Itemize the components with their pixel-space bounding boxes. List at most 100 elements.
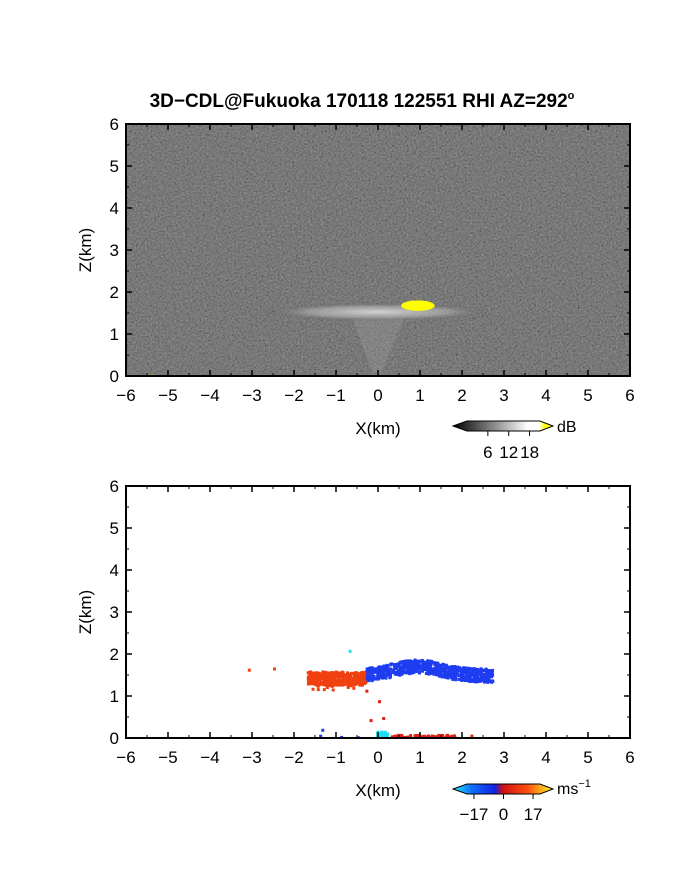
velocity-point-approaching	[455, 665, 459, 669]
velocity-point-approaching	[449, 676, 453, 680]
x-tick-label: 5	[583, 386, 592, 405]
axes: −6 −5 −4 −3 −2 −1 0 1 2 3 4 5 6 0 1 2 3 4 5 6	[110, 115, 635, 405]
velocity-point-approaching	[401, 670, 405, 674]
velocity-point-approaching	[367, 666, 371, 670]
velocity-point-receding	[322, 677, 326, 681]
velocity-point-approaching	[411, 663, 415, 667]
velocity-point-approaching	[366, 670, 370, 674]
velocity-point-receding	[348, 679, 352, 683]
x-tick-label: −4	[200, 748, 219, 767]
velocity-point-approaching	[410, 671, 414, 675]
velocity-point-receding	[313, 676, 317, 680]
velocity-point-approaching	[421, 661, 425, 665]
velocity-point-approaching	[433, 661, 437, 665]
velocity-point-approaching	[463, 668, 467, 672]
velocity-point-receding	[333, 672, 337, 676]
velocity-point-approaching	[402, 666, 406, 670]
velocity-colorbar: −17 0 17 ms−1	[451, 778, 591, 824]
y-tick-label: 6	[110, 477, 119, 496]
velocity-point-receding	[323, 674, 327, 678]
echo-layer	[260, 302, 496, 322]
velocity-point-approaching	[417, 663, 421, 667]
velocity-point-approaching	[491, 668, 495, 672]
x-tick-label: 2	[457, 386, 466, 405]
velocity-point-approaching	[427, 660, 431, 664]
velocity-point-receding	[312, 682, 316, 686]
colorbar-tick-label: 18	[520, 443, 539, 462]
velocity-point-receding	[332, 681, 336, 685]
velocity-point-approaching	[385, 673, 389, 677]
velocity-point-receding	[340, 683, 344, 687]
velocity-point-approaching	[429, 662, 433, 666]
velocity-point-approaching	[381, 676, 385, 680]
velocity-point-receding	[353, 671, 357, 675]
velocity-point-receding	[327, 671, 331, 675]
velocity-point-receding	[340, 678, 344, 682]
velocity-point-receding	[324, 673, 328, 677]
velocity-point-approaching	[392, 664, 396, 668]
velocity-point-approaching	[399, 669, 403, 673]
velocity-point-approaching	[453, 665, 457, 669]
velocity-point-approaching	[411, 660, 415, 664]
velocity-point-receding	[337, 672, 341, 676]
x-tick-label: 6	[625, 386, 634, 405]
velocity-point-approaching	[455, 668, 459, 672]
velocity-point-approaching	[383, 673, 387, 677]
velocity-point-receding	[306, 671, 310, 675]
velocity-point-approaching	[447, 674, 451, 678]
velocity-point-receding	[315, 677, 319, 681]
velocity-point-approaching	[375, 677, 379, 681]
velocity-point-approaching	[477, 677, 481, 681]
velocity-point-approaching	[447, 670, 451, 674]
velocity-point-receding	[309, 676, 313, 680]
velocity-point-approaching	[444, 663, 448, 667]
velocity-point-receding	[315, 679, 319, 683]
velocity-point-approaching	[460, 678, 464, 682]
velocity-point-approaching	[432, 672, 436, 676]
velocity-point-approaching	[425, 665, 429, 669]
y-axis-label: Z(km)	[76, 590, 95, 634]
velocity-point-approaching	[479, 675, 483, 679]
velocity-point-approaching	[444, 673, 448, 677]
velocity-point-approaching	[484, 667, 488, 671]
velocity-point-approaching	[484, 678, 488, 682]
velocity-point-approaching	[381, 670, 385, 674]
y-tick-label: 2	[110, 283, 119, 302]
velocity-point-approaching	[396, 672, 400, 676]
velocity-point-approaching	[461, 673, 465, 677]
velocity-point-approaching	[404, 670, 408, 674]
velocity-point-receding	[358, 683, 362, 687]
velocity-point-approaching	[385, 670, 389, 674]
velocity-point-receding	[336, 683, 340, 687]
velocity-point-approaching	[470, 667, 474, 671]
velocity-point-receding	[350, 679, 354, 683]
velocity-point-receding	[360, 674, 364, 678]
velocity-point-receding	[349, 672, 353, 676]
velocity-point-receding	[315, 683, 319, 687]
velocity-point-approaching	[465, 679, 469, 683]
velocity-point-approaching	[382, 675, 386, 679]
velocity-point-receding	[329, 683, 333, 687]
velocity-point-approaching	[479, 667, 483, 671]
velocity-point-receding	[327, 675, 331, 679]
velocity-point-approaching	[385, 671, 389, 675]
velocity-point-isolated	[319, 734, 323, 738]
velocity-point-approaching	[381, 668, 385, 672]
velocity-point-isolated	[273, 667, 276, 671]
velocity-point-approaching	[433, 667, 437, 671]
velocity-point-receding	[328, 684, 332, 688]
velocity-point-receding	[345, 681, 349, 685]
velocity-point-approaching	[389, 667, 393, 671]
velocity-point-receding	[352, 686, 356, 690]
y-tick-label: 4	[110, 199, 119, 218]
velocity-point-approaching	[481, 668, 485, 672]
velocity-point-approaching	[458, 668, 462, 672]
velocity-point-isolated	[321, 728, 325, 732]
echo-streak	[352, 319, 404, 376]
velocity-point-receding	[355, 680, 359, 684]
velocity-point-approaching	[485, 671, 489, 675]
x-tick-label: 4	[541, 386, 550, 405]
velocity-point-approaching	[376, 672, 380, 676]
velocity-point-receding	[357, 674, 361, 678]
velocity-point-surface	[453, 735, 457, 738]
